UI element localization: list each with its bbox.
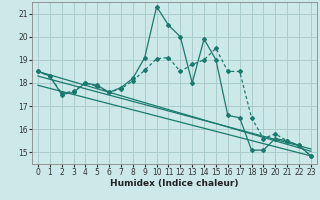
X-axis label: Humidex (Indice chaleur): Humidex (Indice chaleur): [110, 179, 239, 188]
